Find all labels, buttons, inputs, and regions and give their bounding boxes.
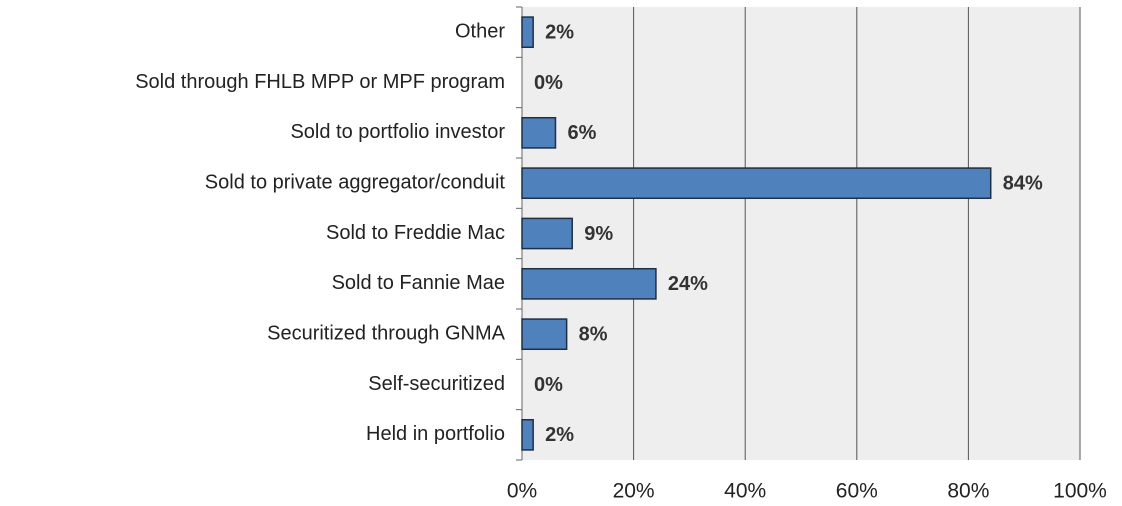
bar	[521, 167, 992, 200]
value-label: 0%	[534, 72, 563, 94]
bar	[521, 318, 568, 351]
category-label: Sold to Freddie Mac	[326, 222, 505, 244]
category-label: Sold to portfolio investor	[290, 121, 505, 143]
value-label: 84%	[1003, 172, 1043, 194]
value-label: 6%	[567, 122, 596, 144]
x-tick-label: 100%	[1053, 480, 1107, 503]
value-label: 8%	[579, 323, 608, 345]
value-label: 0%	[534, 374, 563, 396]
bar	[521, 116, 557, 149]
x-tick-label: 40%	[724, 480, 766, 503]
value-label: 9%	[584, 223, 613, 245]
category-label: Self-securitized	[368, 373, 505, 395]
value-label: 2%	[545, 424, 574, 446]
bar	[521, 217, 573, 250]
category-label: Securitized through GNMA	[267, 322, 506, 344]
category-label: Sold through FHLB MPP or MPF program	[135, 71, 505, 93]
category-label: Sold to private aggregator/conduit	[205, 171, 506, 193]
x-tick-label: 20%	[613, 480, 655, 503]
x-tick-label: 80%	[947, 480, 989, 503]
bar	[521, 16, 534, 49]
bar	[521, 267, 657, 300]
plot-background	[522, 7, 1080, 460]
x-tick-label: 60%	[836, 480, 878, 503]
bar	[521, 418, 534, 451]
x-tick-label: 0%	[507, 480, 537, 503]
category-label: Other	[455, 20, 505, 42]
category-label: Held in portfolio	[366, 423, 505, 445]
value-label: 24%	[668, 273, 708, 295]
category-label: Sold to Fannie Mae	[332, 272, 505, 294]
value-label: 2%	[545, 21, 574, 43]
